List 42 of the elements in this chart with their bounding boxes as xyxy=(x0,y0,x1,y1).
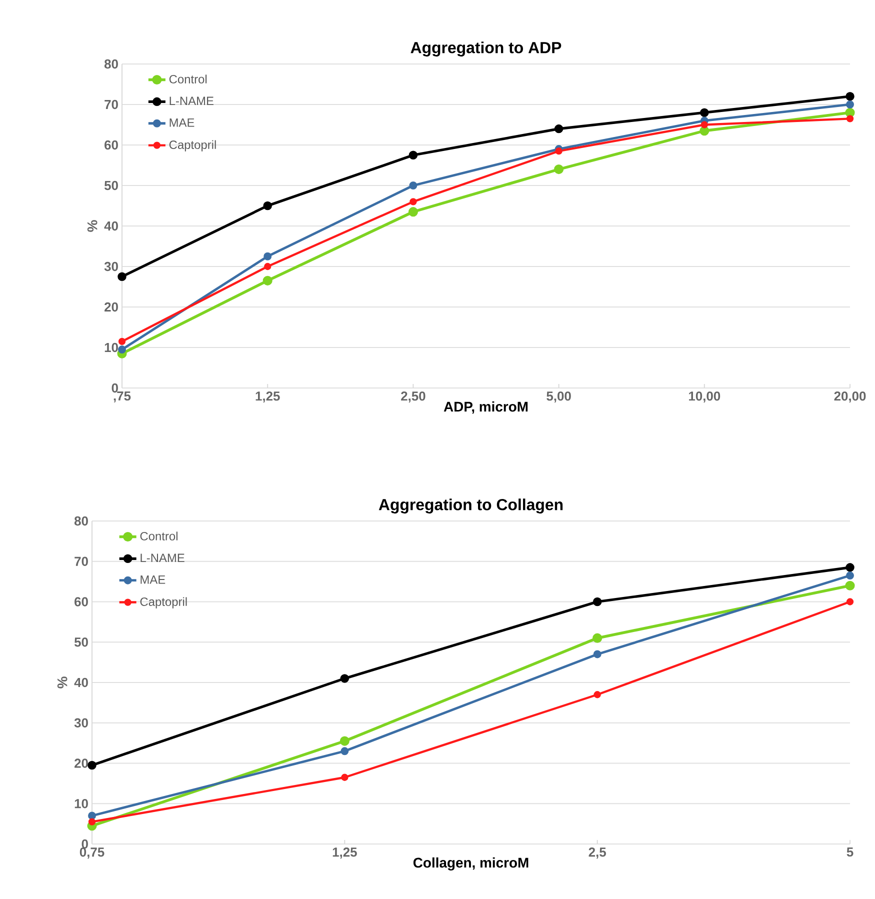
y-tick-label: 40 xyxy=(104,221,118,231)
x-tick-label: 20,00 xyxy=(834,392,866,403)
y-tick-label: 30 xyxy=(74,718,88,728)
x-tick-label: ,75 xyxy=(114,392,131,402)
y-axis-title: % xyxy=(87,220,98,232)
x-tick-label: 1,25 xyxy=(332,848,357,859)
y-tick-label: 80 xyxy=(74,516,88,526)
y-tick-label: 50 xyxy=(74,638,88,647)
x-axis-title: Collagen, microM xyxy=(413,857,528,870)
legend-label: Control xyxy=(169,74,207,84)
legend-label: Captopril xyxy=(169,140,216,152)
x-tick-label: 5 xyxy=(846,848,854,857)
x-tick-label: 0,75 xyxy=(80,848,104,859)
y-tick-label: 10 xyxy=(74,799,88,808)
x-tick-label: 10,00 xyxy=(689,392,720,403)
y-tick-label: 10 xyxy=(104,342,118,352)
y-axis-title: % xyxy=(57,676,68,688)
x-tick-label: 1,25 xyxy=(256,392,280,403)
y-tick-label: 80 xyxy=(104,59,118,69)
legend-label: Control xyxy=(140,532,178,540)
y-tick-label: 70 xyxy=(104,100,118,110)
y-tick-label: 70 xyxy=(74,556,88,566)
y-tick-label: 60 xyxy=(74,597,88,606)
y-tick-label: 20 xyxy=(74,758,88,768)
x-tick-label: 2,50 xyxy=(401,392,426,403)
legend-label: L-NAME xyxy=(140,554,184,562)
x-tick-label: 5,00 xyxy=(546,392,571,403)
y-tick-label: 50 xyxy=(104,180,118,190)
y-tick-label: 30 xyxy=(104,262,118,272)
y-tick-label: 0 xyxy=(112,383,118,393)
chart-title: Aggregation to ADP xyxy=(410,42,562,56)
y-tick-label: 40 xyxy=(74,678,88,688)
y-tick-label: 60 xyxy=(104,140,118,150)
x-tick-label: 2,5 xyxy=(588,848,606,859)
legend-label: Captopril xyxy=(140,597,187,608)
legend-label: MAE xyxy=(140,576,166,584)
x-axis-title: ADP, microM xyxy=(444,401,528,414)
y-tick-label: 20 xyxy=(104,302,118,312)
legend-label: MAE xyxy=(170,118,194,127)
chart-title: Aggregation to Collagen xyxy=(378,498,563,514)
y-tick-label: 0 xyxy=(82,839,88,849)
legend-label: L-NAME xyxy=(170,96,214,106)
